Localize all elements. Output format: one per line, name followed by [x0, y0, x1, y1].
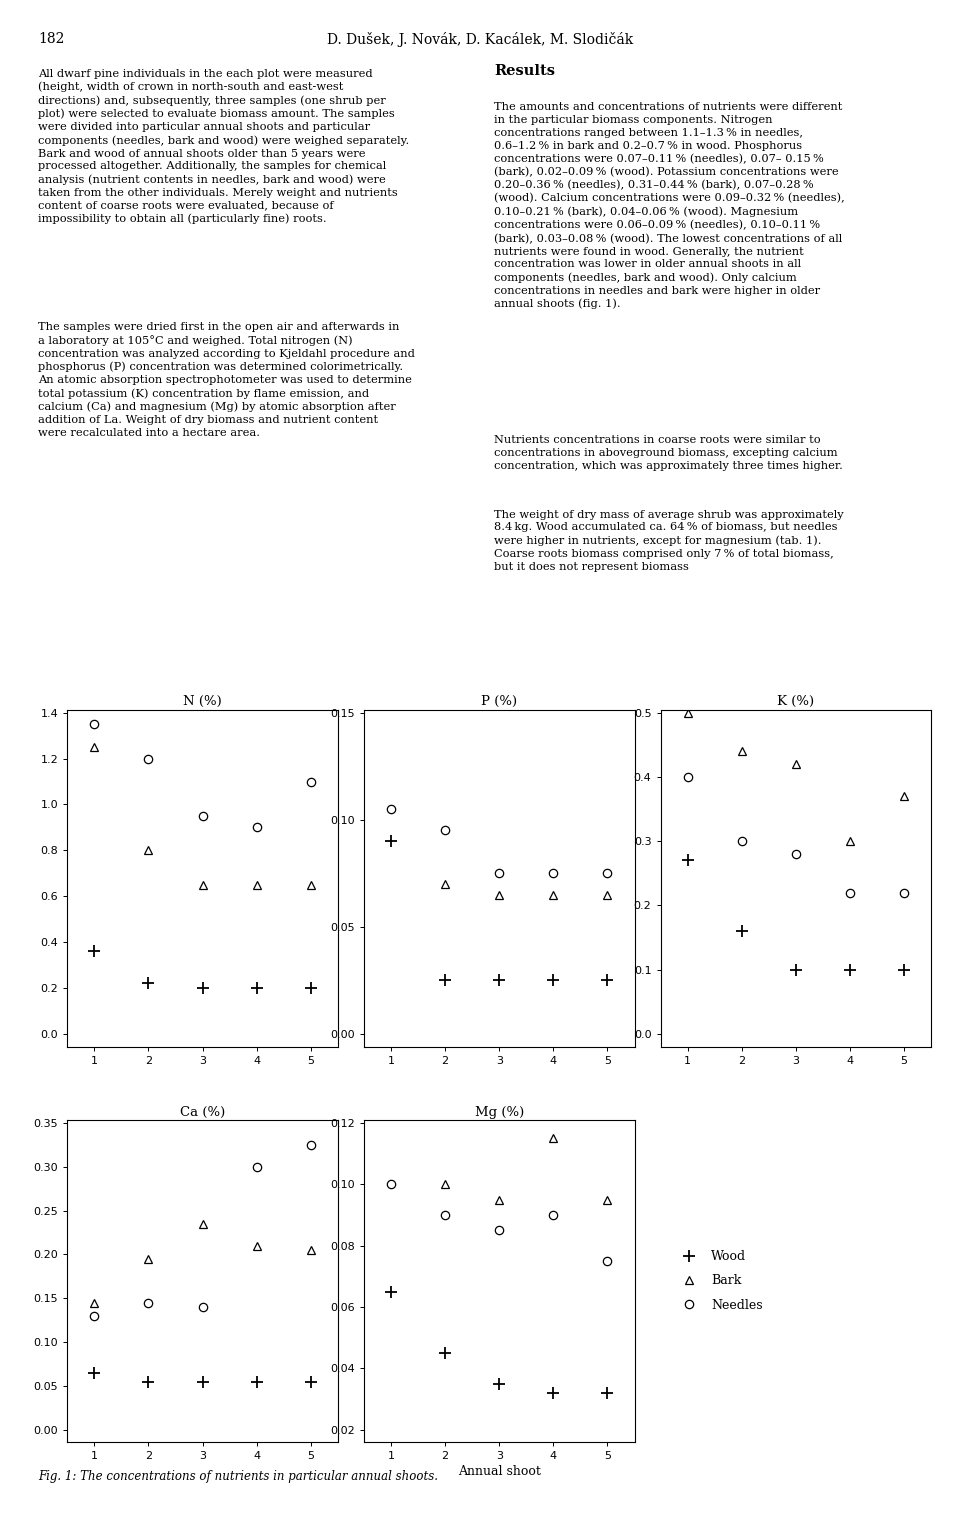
Title: P (%): P (%)	[481, 696, 517, 708]
Text: Fig. 1: The concentrations of nutrients in particular annual shoots.: Fig. 1: The concentrations of nutrients …	[38, 1470, 439, 1483]
X-axis label: Annual shoot: Annual shoot	[458, 1465, 540, 1479]
Text: All dwarf pine individuals in the each plot were measured
(height, width of crow: All dwarf pine individuals in the each p…	[38, 69, 410, 224]
Text: The samples were dried first in the open air and afterwards in
a laboratory at 1: The samples were dried first in the open…	[38, 322, 416, 438]
Text: The weight of dry mass of average shrub was approximately
8.4 kg. Wood accumulat: The weight of dry mass of average shrub …	[494, 510, 844, 572]
Legend: Wood, Bark, Needles: Wood, Bark, Needles	[677, 1250, 763, 1312]
Text: The amounts and concentrations of nutrients were different
in the particular bio: The amounts and concentrations of nutrie…	[494, 102, 845, 310]
Title: K (%): K (%)	[778, 696, 814, 708]
Title: Mg (%): Mg (%)	[474, 1106, 524, 1119]
Text: D. Dušek, J. Novák, D. Kacálek, M. Slodičák: D. Dušek, J. Novák, D. Kacálek, M. Slodi…	[326, 32, 634, 47]
Title: Ca (%): Ca (%)	[180, 1106, 226, 1119]
Title: N (%): N (%)	[183, 696, 222, 708]
Text: Results: Results	[494, 64, 556, 78]
Text: 182: 182	[38, 32, 64, 46]
Text: Nutrients concentrations in coarse roots were similar to
concentrations in above: Nutrients concentrations in coarse roots…	[494, 435, 843, 470]
